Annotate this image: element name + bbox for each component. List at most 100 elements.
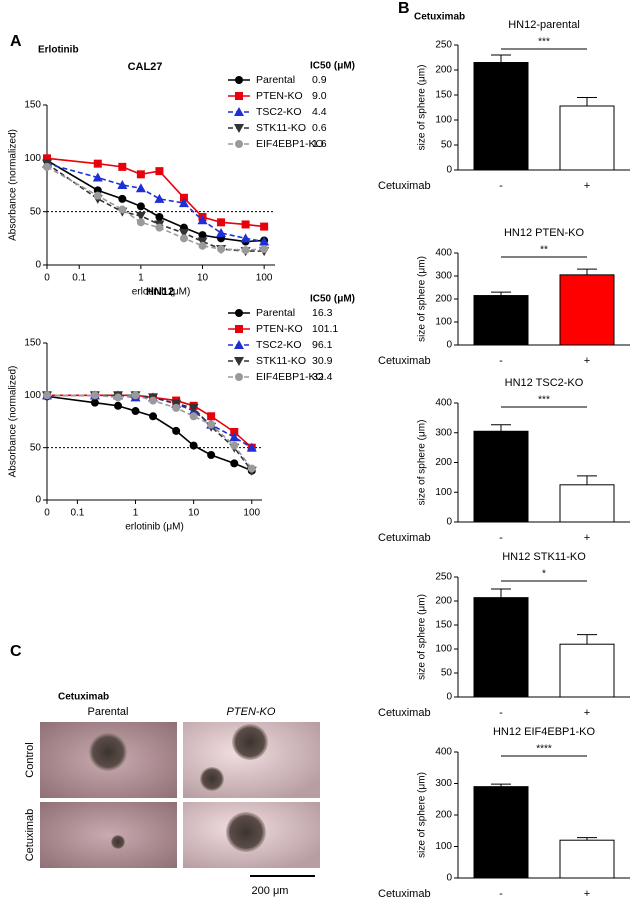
y-tick-label: 0: [35, 260, 41, 271]
y-tick-label: 250: [435, 40, 452, 51]
ic50-value: 32.4: [312, 371, 333, 383]
y-tick-label: 300: [435, 778, 452, 789]
x-tick-label: +: [584, 355, 590, 367]
y-tick-label: 0: [446, 873, 452, 884]
drug-label: Erlotinib: [38, 45, 79, 56]
marker: [93, 191, 102, 200]
marker: [114, 393, 123, 402]
significance: ***: [538, 395, 550, 406]
legend-label: Parental: [256, 74, 295, 86]
y-tick-label: 200: [435, 810, 452, 821]
panel-label: C: [10, 643, 22, 660]
y-tick-label: 150: [435, 620, 452, 631]
marker: [216, 228, 227, 237]
marker: [230, 427, 239, 436]
bar: [559, 839, 615, 879]
legend-label: TSC2-KO: [256, 106, 302, 118]
chart-title: HN12 EIF4EBP1-KO: [493, 726, 596, 738]
ic50-value: 4.4: [312, 106, 327, 118]
y-tick-label: 50: [30, 206, 42, 217]
x-tick-label: 10: [197, 273, 209, 284]
y-axis-label: size of sphere (μm): [417, 772, 428, 858]
x-tick-label: 100: [256, 273, 273, 284]
sphere: [111, 835, 125, 849]
marker: [90, 391, 99, 400]
image-bg: [40, 802, 177, 868]
significance: **: [540, 245, 548, 256]
legend-label: STK11-KO: [256, 122, 306, 134]
y-tick-label: 200: [435, 457, 452, 468]
column-label: Parental: [88, 706, 129, 718]
marker: [155, 213, 164, 221]
x-axis-label: Cetuximab: [378, 707, 431, 719]
marker: [43, 162, 51, 171]
chart-title: HN12 TSC2-KO: [505, 377, 584, 389]
x-tick-label: -: [499, 888, 503, 900]
marker: [179, 193, 188, 202]
series-line: [46, 166, 265, 251]
marker: [172, 403, 181, 412]
marker: [90, 398, 99, 407]
x-axis-label: Cetuximab: [378, 355, 431, 367]
y-tick-label: 100: [435, 841, 452, 852]
legend-label: STK11-KO: [256, 355, 306, 367]
y-tick-label: 400: [435, 248, 452, 259]
legend-marker: [234, 357, 244, 366]
chart-title: HN12 STK11-KO: [502, 551, 586, 563]
chart-title: HN12-parental: [508, 19, 580, 31]
marker: [136, 170, 145, 179]
y-tick-label: 100: [435, 115, 452, 126]
marker: [114, 401, 123, 410]
x-axis-label: erlotinib (μM): [132, 287, 191, 298]
legend-marker: [235, 309, 243, 317]
ic50-value: 96.1: [312, 339, 333, 351]
y-axis-label: size of sphere (μm): [417, 256, 428, 342]
series-line: [47, 394, 253, 470]
marker: [240, 233, 251, 243]
x-tick-label: 1: [133, 508, 139, 519]
x-axis-label: Cetuximab: [378, 532, 431, 544]
x-tick-label: 1: [138, 273, 144, 284]
marker: [229, 432, 240, 442]
y-tick-label: 150: [435, 90, 452, 101]
legend-marker: [234, 340, 244, 349]
y-tick-label: 100: [435, 487, 452, 498]
marker: [260, 222, 269, 231]
ic50-title: IC50 (μM): [310, 61, 355, 72]
legend-label: PTEN-KO: [256, 90, 303, 102]
marker: [198, 231, 207, 240]
drug-label: Cetuximab: [414, 12, 465, 23]
series-line: [46, 159, 265, 243]
ic50-value: 1.6: [312, 138, 327, 150]
series-line: [46, 163, 265, 252]
x-tick-label: +: [584, 180, 590, 192]
y-axis-label: Absorbance (normalized): [8, 366, 19, 478]
y-axis-label: Absorbance (normalized): [8, 129, 19, 241]
x-tick-label: -: [499, 180, 503, 192]
y-tick-label: 0: [446, 165, 452, 176]
marker: [149, 412, 158, 421]
significance: ***: [538, 37, 550, 48]
marker: [43, 391, 51, 400]
legend-marker: [234, 107, 244, 116]
legend-label: PTEN-KO: [256, 323, 303, 335]
ic50-title: IC50 (μM): [310, 294, 355, 305]
marker: [155, 167, 164, 176]
legend-marker: [235, 325, 243, 333]
y-tick-label: 200: [435, 65, 452, 76]
y-tick-label: 0: [446, 517, 452, 528]
x-tick-label: +: [584, 532, 590, 544]
y-tick-label: 150: [24, 338, 41, 349]
marker: [172, 426, 181, 435]
ic50-value: 101.1: [312, 323, 338, 335]
marker: [241, 220, 250, 229]
series-line: [47, 394, 253, 449]
y-tick-label: 250: [435, 572, 452, 583]
bar: [559, 105, 615, 171]
drug-label: Cetuximab: [58, 692, 109, 703]
marker: [260, 245, 269, 253]
marker: [189, 441, 198, 450]
marker: [217, 245, 226, 253]
bar: [473, 786, 529, 879]
x-tick-label: -: [499, 355, 503, 367]
